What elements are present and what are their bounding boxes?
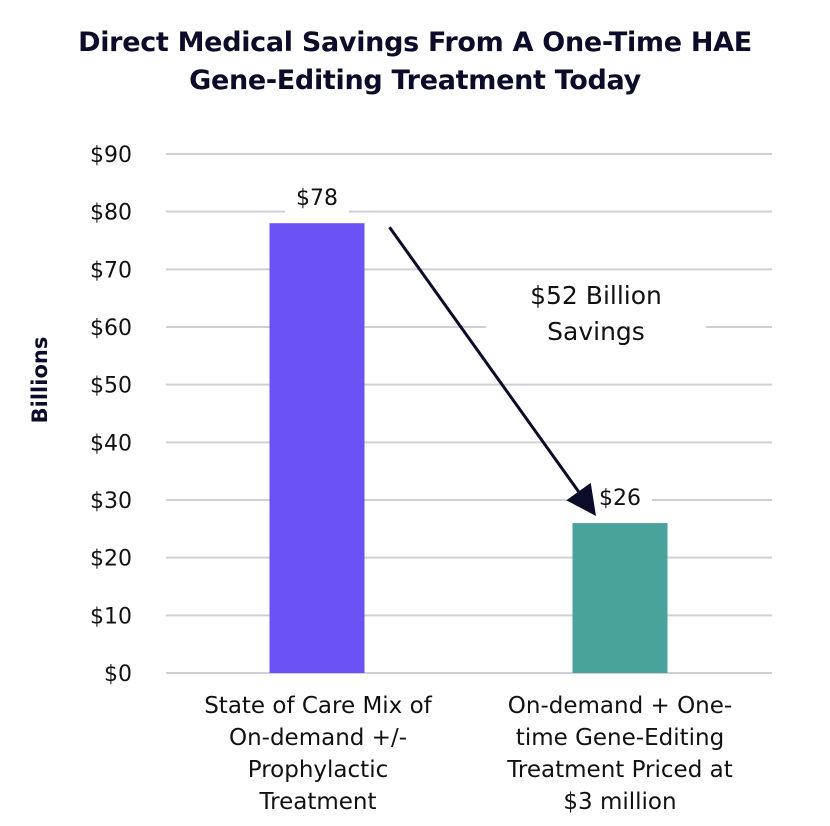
category-1-line-3: Prophylactic [247, 757, 389, 783]
data-label-background [588, 481, 652, 514]
chart-title-line-2: Gene-Editing Treatment Today [189, 65, 641, 96]
data-labels: $78 $26 [285, 181, 652, 514]
category-1-line-1: State of Care Mix of [204, 693, 432, 719]
category-1-line-4: Treatment [259, 789, 377, 815]
gridlines [166, 153, 772, 674]
y-tick-label: $60 [90, 316, 132, 341]
savings-annotation: $52 Billion Savings [486, 278, 706, 350]
y-tick-label: $10 [90, 604, 132, 629]
savings-annotation-line-2: Savings [547, 317, 645, 346]
x-axis-category-label-1: State of Care Mix of On-demand +/- Proph… [178, 690, 458, 818]
category-2-line-2: time Gene-Editing [515, 725, 725, 751]
y-tick-label: $80 [90, 201, 132, 226]
bar-2 [572, 523, 668, 673]
y-tick-label: $0 [104, 662, 132, 687]
y-axis-ticks: $0 $10 $20 $30 $40 $50 $60 $70 $80 $90 [90, 143, 132, 687]
x-axis-category-label-2: On-demand + One- time Gene-Editing Treat… [480, 690, 760, 818]
y-axis-label: Billions [28, 337, 52, 424]
category-1-line-2: On-demand +/- [228, 725, 408, 751]
category-2-line-3: Treatment Priced at [507, 757, 733, 783]
savings-annotation-line-1: $52 Billion [530, 281, 662, 310]
category-2-line-1: On-demand + One- [507, 693, 733, 719]
chart-title: Direct Medical Savings From A One-Time H… [0, 24, 830, 100]
y-tick-label: $90 [90, 143, 132, 168]
y-tick-label: $70 [90, 258, 132, 283]
data-label-2: $26 [599, 486, 641, 511]
data-label-1: $78 [296, 186, 338, 211]
y-tick-label: $50 [90, 374, 132, 399]
category-2-line-4: $3 million [563, 789, 677, 815]
y-tick-label: $30 [90, 489, 132, 514]
y-tick-label: $40 [90, 431, 132, 456]
bars [269, 223, 668, 673]
data-label-background [285, 181, 349, 214]
y-tick-label: $20 [90, 547, 132, 572]
bar-1 [269, 223, 365, 673]
chart-title-line-1: Direct Medical Savings From A One-Time H… [78, 27, 752, 58]
